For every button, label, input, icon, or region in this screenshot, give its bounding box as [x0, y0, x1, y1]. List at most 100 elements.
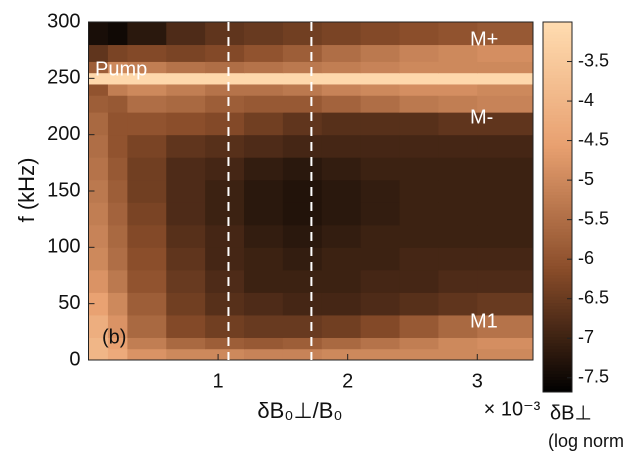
heatmap-cell — [88, 337, 109, 350]
heatmap-cell — [166, 72, 206, 85]
colorbar-swatch — [543, 385, 572, 390]
colorbar-swatch — [543, 105, 572, 109]
colorbar-swatch — [543, 210, 572, 214]
heatmap-cell — [244, 269, 284, 293]
heatmap-cell — [88, 269, 109, 293]
heatmap-cell — [107, 337, 128, 350]
heatmap-cell — [477, 95, 534, 113]
heatmap-cell — [244, 83, 284, 96]
colorbar-swatch — [543, 256, 572, 260]
heatmap-cell — [360, 247, 401, 271]
heatmap-cell — [244, 61, 284, 74]
colorbar-swatch — [543, 271, 572, 276]
heatmap-cell — [360, 314, 401, 338]
colorbar-swatch — [543, 240, 572, 245]
heatmap-cell — [477, 157, 534, 181]
colorbar-swatch — [543, 207, 572, 211]
heatmap-cell — [360, 22, 401, 46]
heatmap-cell — [166, 348, 206, 361]
heatmap-cell — [127, 44, 167, 62]
heatmap-cell — [360, 202, 401, 226]
heatmap-cell — [477, 72, 534, 85]
heatmap-cell — [205, 72, 245, 85]
heatmap-cell — [244, 112, 284, 136]
heatmap-cell — [477, 61, 534, 74]
colorbar-swatch — [543, 293, 572, 297]
heatmap-cell — [321, 224, 362, 248]
heatmap-cell — [282, 348, 323, 361]
heatmap-cell — [88, 61, 109, 74]
heatmap-cell — [477, 22, 534, 46]
heatmap-cell — [321, 72, 362, 85]
heatmap-cell — [244, 179, 284, 203]
heatmap-cell — [360, 224, 401, 248]
heatmap-cell — [399, 95, 439, 113]
colorbar-swatch — [543, 46, 572, 51]
heatmap-cell — [205, 269, 245, 293]
colorbar-swatch — [543, 151, 572, 156]
colorbar-swatch — [543, 120, 572, 125]
heatmap-cell — [438, 337, 478, 350]
heatmap-cell — [88, 314, 109, 338]
colorbar-swatch — [543, 163, 572, 168]
heatmap-cell — [244, 314, 284, 338]
colorbar-swatch — [543, 185, 572, 189]
heatmap-cell — [321, 61, 362, 74]
colorbar-swatch — [543, 108, 572, 112]
y-tick-label: 300 — [47, 10, 80, 32]
heatmap-cell — [438, 95, 478, 113]
colorbar-sublabel: (log norm — [548, 431, 624, 451]
heatmap-cell — [107, 247, 128, 271]
heatmap-cell — [399, 314, 439, 338]
colorbar-swatch — [543, 77, 572, 82]
heatmap-cell — [88, 44, 109, 62]
heatmap-cell — [399, 44, 439, 62]
colorbar-swatch — [543, 333, 572, 337]
heatmap-cell — [360, 348, 401, 361]
colorbar-swatch — [543, 83, 572, 88]
heatmap-cell — [399, 269, 439, 293]
heatmap-cell — [321, 348, 362, 361]
heatmap-cell — [477, 348, 534, 361]
colorbar-swatch — [543, 284, 572, 288]
heatmap-cell — [282, 179, 323, 203]
heatmap-cell — [127, 269, 167, 293]
heatmap-cell — [127, 292, 167, 316]
heatmap-cell — [205, 83, 245, 96]
heatmap-cell — [166, 247, 206, 271]
colorbar-swatch — [543, 182, 572, 186]
x-axis-label: δB₀⊥/B₀ — [257, 398, 342, 423]
heatmap-cell — [88, 348, 109, 361]
heatmap-cell — [244, 247, 284, 271]
heatmap-cell — [321, 95, 362, 113]
colorbar-tick-label: -7 — [578, 327, 594, 347]
colorbar-swatch — [543, 265, 572, 270]
colorbar-tick-label: -5 — [578, 169, 594, 189]
heatmap-cell — [438, 157, 478, 181]
heatmap-cell — [399, 72, 439, 85]
heatmap-cell — [360, 269, 401, 293]
colorbar-swatch — [543, 228, 572, 233]
heatmap-cell — [127, 179, 167, 203]
heatmap-cell — [399, 22, 439, 46]
heatmap-cell — [282, 61, 323, 74]
y-tick-label: 200 — [47, 123, 80, 145]
colorbar-label: δB⊥ — [550, 402, 592, 424]
colorbar-swatch — [543, 28, 572, 32]
heatmap-cell — [360, 179, 401, 203]
colorbar-swatch — [543, 102, 572, 106]
colorbar-swatch — [543, 339, 572, 344]
colorbar-swatch — [543, 197, 572, 202]
colorbar-swatch — [543, 305, 572, 310]
colorbar-swatch — [543, 89, 572, 94]
heatmap-cell — [282, 112, 323, 136]
colorbar-swatch — [543, 342, 572, 347]
heatmap-cell — [205, 22, 245, 46]
heatmap-cell — [477, 337, 534, 350]
heatmap-cell — [166, 134, 206, 158]
colorbar-swatch — [543, 231, 572, 236]
annotation: M- — [470, 106, 493, 128]
heatmap-cell — [321, 179, 362, 203]
annotation: (b) — [102, 326, 126, 348]
colorbar-swatch — [543, 176, 572, 180]
